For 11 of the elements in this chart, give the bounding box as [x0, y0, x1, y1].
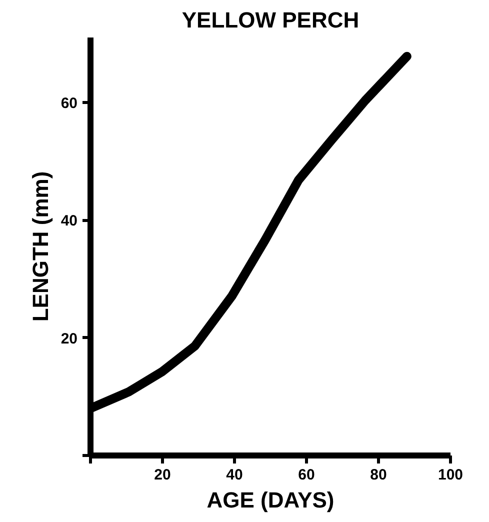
y-tick-label: 60 — [60, 94, 78, 112]
x-axis-title: AGE (DAYS) — [206, 488, 334, 512]
y-tick-label: 40 — [60, 212, 78, 230]
y-axis-title: LENGTH (mm) — [28, 171, 53, 322]
x-tick-label: 80 — [370, 466, 387, 484]
x-tick-label: 40 — [226, 466, 243, 484]
x-tick-label: 60 — [298, 466, 315, 484]
chart-title: YELLOW PERCH — [182, 8, 360, 32]
y-tick-label: 20 — [60, 330, 78, 348]
x-tick-label: 20 — [154, 466, 171, 484]
x-tick-label: 100 — [438, 466, 464, 484]
